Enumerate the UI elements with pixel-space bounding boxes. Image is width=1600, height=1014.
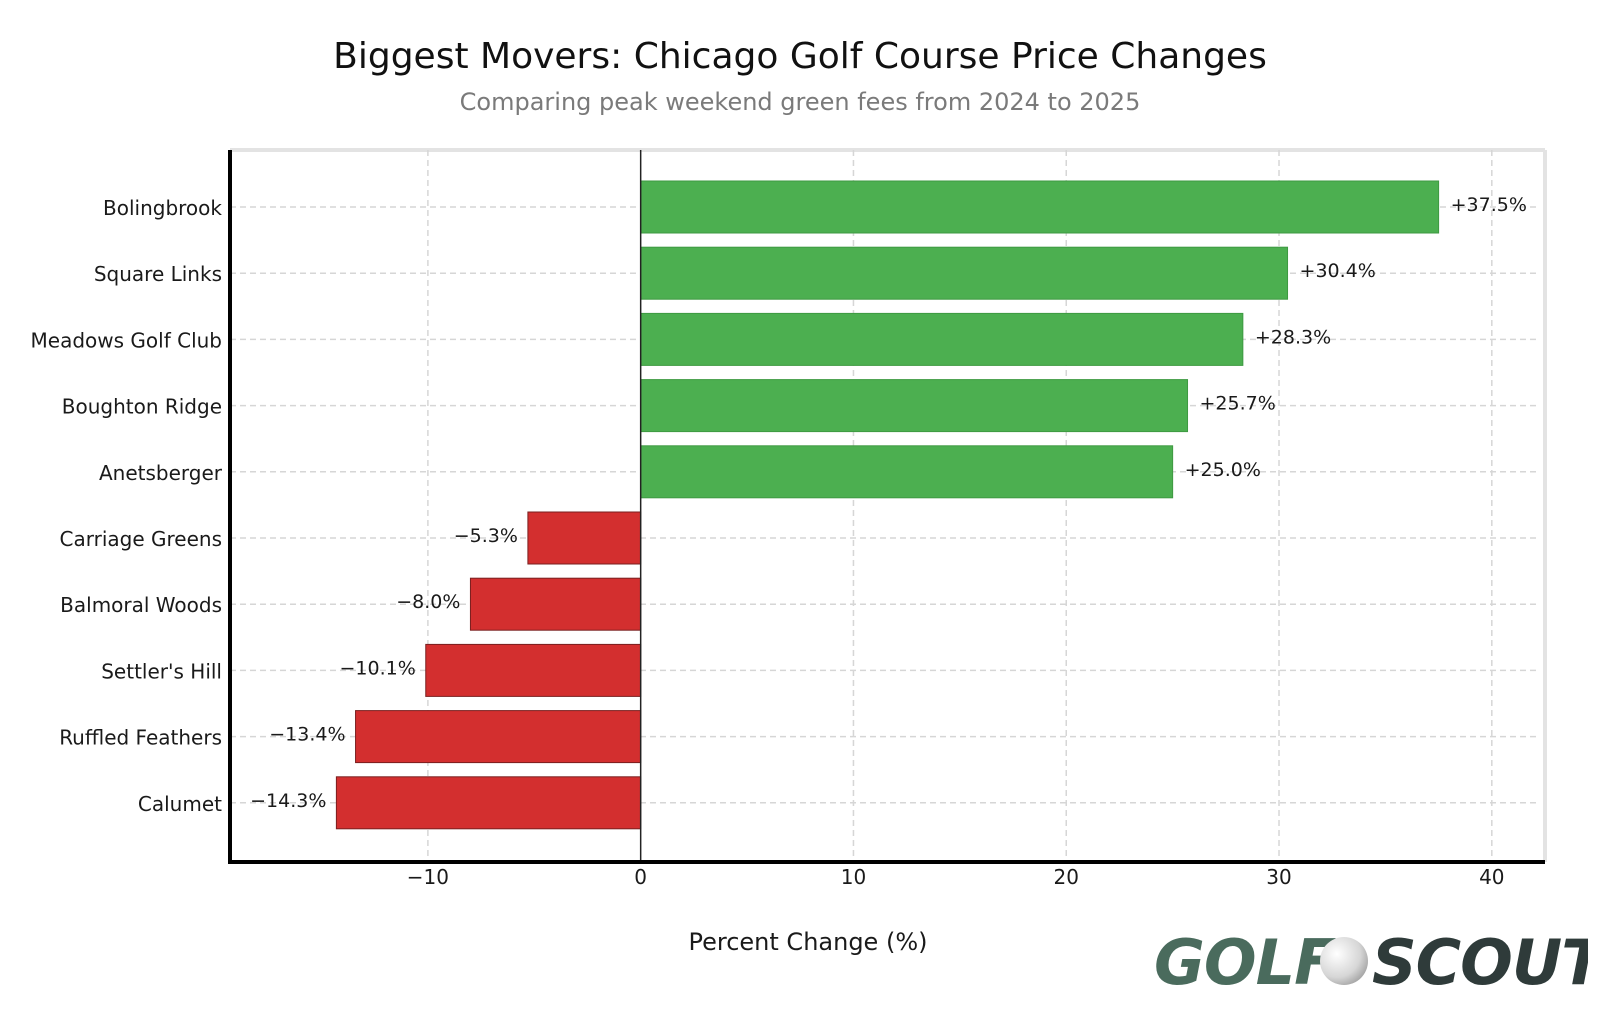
y-category-label: Boughton Ridge [62,395,222,419]
y-category-label: Carriage Greens [60,527,222,551]
y-category-label: Square Links [94,262,222,286]
bar [469,577,642,631]
data-label: +28.3% [1255,326,1331,348]
bar [640,445,1174,499]
logo-word-golf: GOLF [1154,926,1336,996]
y-category-label: Anetsberger [99,461,223,485]
bar [640,379,1189,433]
bar [640,312,1244,366]
data-label: −13.4% [269,724,345,746]
x-axis-label: Percent Change (%) [689,928,928,956]
bar [640,246,1289,300]
bar [335,776,642,830]
x-tick-label: 40 [1479,865,1504,889]
bar [425,643,642,697]
x-tick-label: −10 [407,865,449,889]
y-category-label: Calumet [138,792,222,816]
axes [228,150,1545,864]
logo-word-scout: SCOUT [1372,926,1588,996]
golf-scout-logo: GOLF SCOUT [1154,926,1588,996]
x-tick-label: 20 [1054,865,1079,889]
data-label: +30.4% [1300,260,1376,282]
y-category-label: Balmoral Woods [60,593,222,617]
x-tick-label: 10 [841,865,866,889]
y-category-label: Bolingbrook [103,196,222,220]
data-label: −5.3% [454,525,518,547]
bar [527,511,642,565]
chart-title: Biggest Movers: Chicago Golf Course Pric… [333,36,1267,77]
data-label: −14.3% [250,790,326,812]
data-label: +37.5% [1451,194,1527,216]
golf-ball-icon [1320,937,1368,985]
y-category-label: Meadows Golf Club [31,328,222,352]
x-tick-label: 0 [634,865,647,889]
x-tick-label: 30 [1266,865,1291,889]
chart-subtitle: Comparing peak weekend green fees from 2… [459,88,1141,116]
data-label: +25.7% [1200,393,1276,415]
data-label: +25.0% [1185,459,1261,481]
labels: −10 0 10 20 30 40 Bolingbrook +37.5% Square Link… [31,194,1527,889]
y-category-label: Ruffled Feathers [59,726,222,750]
y-category-label: Settler's Hill [101,659,222,683]
data-label: −8.0% [396,591,460,613]
bar [355,710,642,764]
data-label: −10.1% [339,657,415,679]
bars [335,180,1440,830]
bar [640,180,1440,234]
